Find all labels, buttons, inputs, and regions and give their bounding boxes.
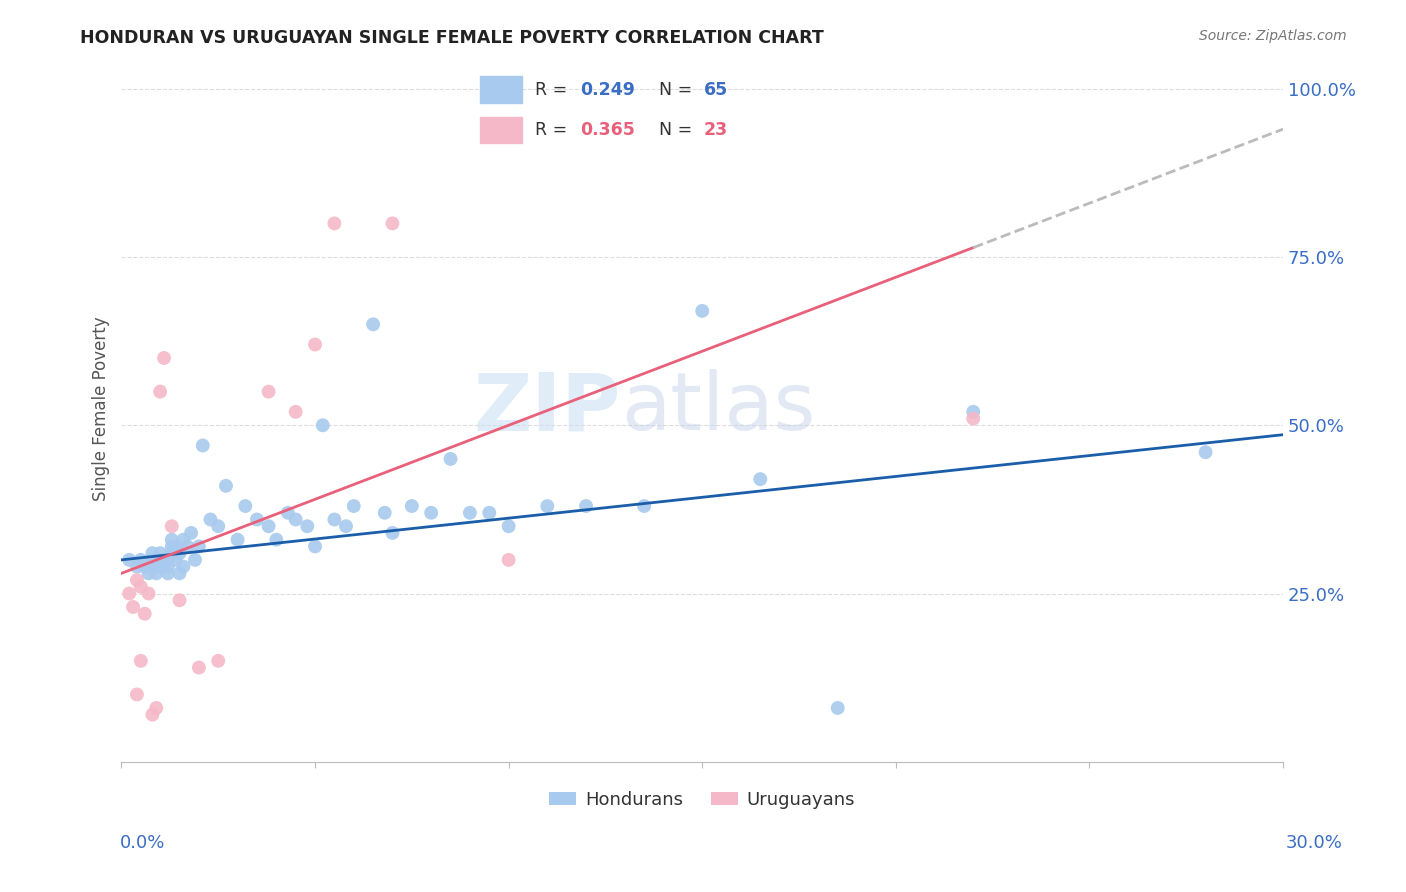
Point — [381, 525, 404, 540]
Point — [962, 405, 984, 419]
Text: 0.0%: 0.0% — [120, 834, 165, 852]
Point — [633, 499, 655, 513]
Point — [257, 384, 280, 399]
Point — [129, 654, 152, 668]
Point — [172, 559, 194, 574]
Point — [266, 533, 288, 547]
Point — [257, 519, 280, 533]
Point — [156, 559, 179, 574]
Point — [169, 546, 191, 560]
Point — [827, 701, 849, 715]
Text: HONDURAN VS URUGUAYAN SINGLE FEMALE POVERTY CORRELATION CHART: HONDURAN VS URUGUAYAN SINGLE FEMALE POVE… — [80, 29, 824, 46]
Point — [141, 707, 163, 722]
Point — [297, 519, 319, 533]
Point — [122, 599, 145, 614]
Point — [165, 540, 187, 554]
Point — [134, 559, 156, 574]
Point — [149, 384, 172, 399]
Point — [374, 506, 396, 520]
Point — [304, 540, 326, 554]
Point — [169, 593, 191, 607]
Point — [180, 525, 202, 540]
Point — [962, 411, 984, 425]
Point — [498, 519, 520, 533]
Point — [156, 566, 179, 581]
Point — [207, 654, 229, 668]
Y-axis label: Single Female Poverty: Single Female Poverty — [93, 316, 110, 500]
Point — [284, 512, 307, 526]
Point — [381, 216, 404, 230]
Point — [304, 337, 326, 351]
Point — [118, 586, 141, 600]
Point — [335, 519, 357, 533]
Point — [176, 540, 198, 554]
Point — [184, 553, 207, 567]
Point — [361, 318, 384, 332]
Point — [749, 472, 772, 486]
Point — [160, 540, 183, 554]
Point — [478, 506, 501, 520]
Point — [160, 533, 183, 547]
Point — [125, 559, 148, 574]
Point — [1194, 445, 1216, 459]
Point — [187, 540, 209, 554]
Point — [420, 506, 443, 520]
Point — [149, 546, 172, 560]
Point — [187, 660, 209, 674]
Point — [233, 499, 256, 513]
Point — [323, 216, 346, 230]
Point — [149, 553, 172, 567]
Text: ZIP: ZIP — [474, 369, 621, 448]
Point — [284, 405, 307, 419]
Text: 30.0%: 30.0% — [1286, 834, 1343, 852]
Point — [165, 553, 187, 567]
Point — [145, 701, 167, 715]
Legend: Hondurans, Uruguayans: Hondurans, Uruguayans — [543, 784, 862, 816]
Point — [153, 351, 176, 365]
Point — [458, 506, 481, 520]
Point — [575, 499, 598, 513]
Point — [172, 533, 194, 547]
Point — [401, 499, 423, 513]
Point — [138, 586, 160, 600]
Point — [690, 304, 713, 318]
Point — [323, 512, 346, 526]
Point — [536, 499, 558, 513]
Point — [138, 566, 160, 581]
Point — [312, 418, 335, 433]
Point — [138, 559, 160, 574]
Text: atlas: atlas — [621, 369, 815, 448]
Point — [226, 533, 249, 547]
Point — [343, 499, 366, 513]
Point — [149, 553, 172, 567]
Point — [156, 553, 179, 567]
Point — [125, 688, 148, 702]
Point — [141, 553, 163, 567]
Point — [207, 519, 229, 533]
Point — [145, 559, 167, 574]
Point — [169, 566, 191, 581]
Point — [125, 573, 148, 587]
Point — [129, 553, 152, 567]
Point — [145, 566, 167, 581]
Point — [215, 479, 238, 493]
Point — [118, 553, 141, 567]
Point — [134, 607, 156, 621]
Point — [153, 553, 176, 567]
Point — [160, 546, 183, 560]
Point — [439, 451, 461, 466]
Point — [277, 506, 299, 520]
Point — [160, 519, 183, 533]
Point — [246, 512, 269, 526]
Text: Source: ZipAtlas.com: Source: ZipAtlas.com — [1199, 29, 1347, 43]
Point — [153, 559, 176, 574]
Point — [200, 512, 222, 526]
Point — [191, 438, 214, 452]
Point — [141, 546, 163, 560]
Point — [498, 553, 520, 567]
Point — [129, 580, 152, 594]
